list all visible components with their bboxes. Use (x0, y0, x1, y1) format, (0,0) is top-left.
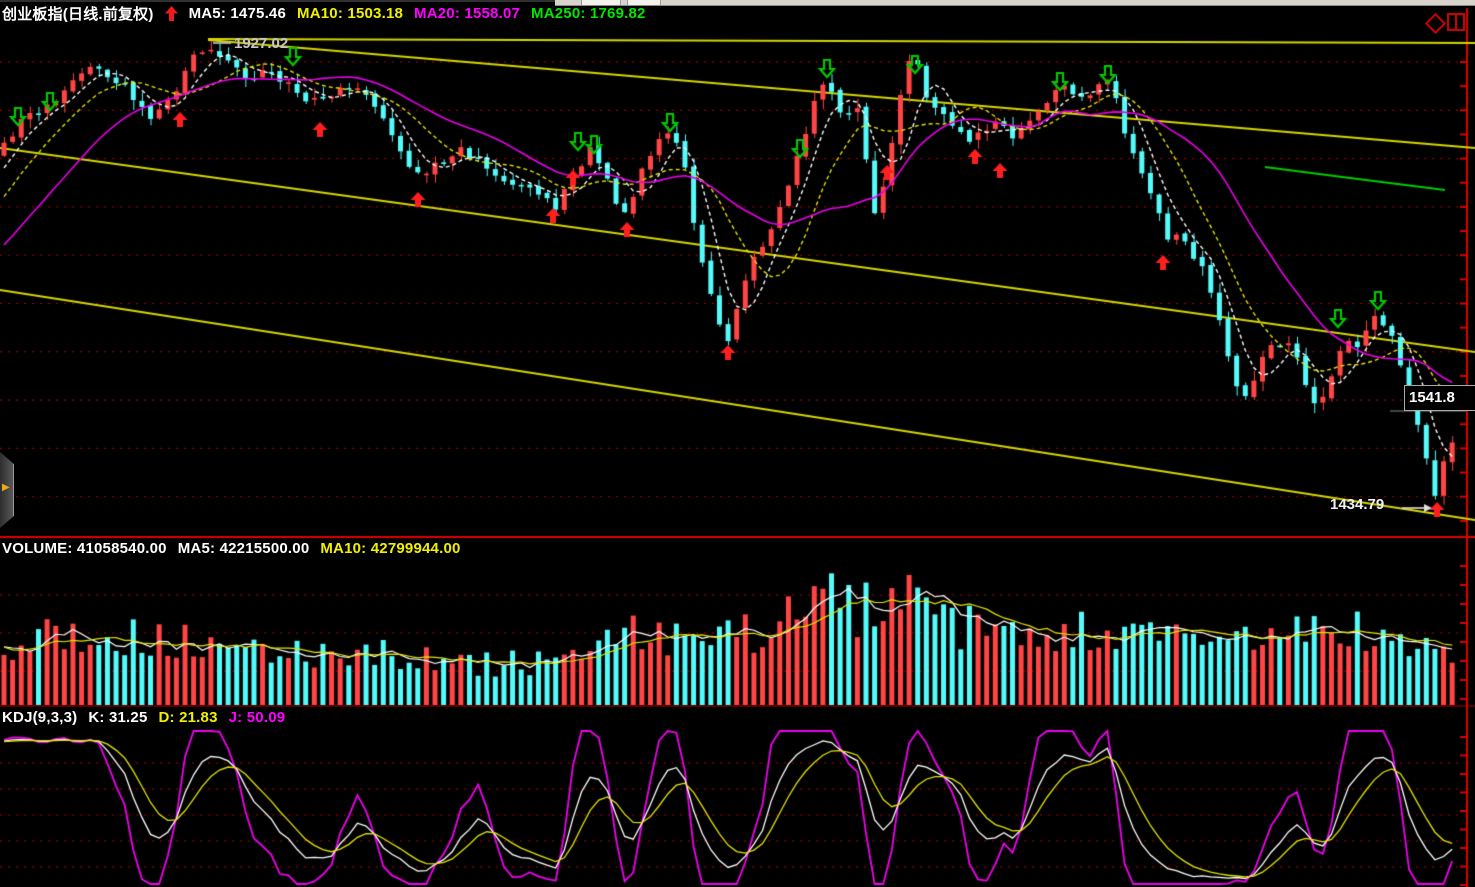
ma20-value: MA20: 1558.07 (414, 5, 521, 22)
kdj-indicator-name: KDJ(9,3,3) (2, 709, 78, 726)
high-price-label: 1927.02 (234, 35, 289, 52)
kdj-k-value: K: 31.25 (88, 709, 148, 726)
volume-ma5-value: MA5: 42215500.00 (177, 540, 310, 557)
toolbar-strip-segment (627, 0, 661, 5)
volume-value: VOLUME: 41058540.00 (2, 540, 167, 557)
main-chart-header: 创业板指(日线.前复权) MA5: 1475.46 MA10: 1503.18 … (2, 3, 646, 24)
volume-pane-header: VOLUME: 41058540.00 MA5: 42215500.00 MA1… (2, 540, 461, 557)
ma10-value: MA10: 1503.18 (297, 5, 404, 22)
ma250-value: MA250: 1769.82 (531, 5, 646, 22)
low-price-label: 1434.79 (1330, 496, 1385, 513)
volume-ma10-value: MA10: 42799944.00 (320, 540, 461, 557)
current-price-box: 1541.8 (1404, 385, 1475, 411)
toolbar-strip-segment (581, 0, 621, 5)
ma5-value: MA5: 1475.46 (188, 5, 287, 22)
instrument-title: 创业板指(日线.前复权) (2, 6, 154, 23)
up-arrow-icon (164, 6, 178, 21)
kdj-j-value: J: 50.09 (228, 709, 286, 726)
kdj-d-value: D: 21.83 (158, 709, 218, 726)
window-toolbar-strip (555, 0, 1475, 6)
kdj-pane-header: KDJ(9,3,3) K: 31.25 D: 21.83 J: 50.09 (2, 709, 285, 726)
split-window-icon[interactable] (1447, 13, 1465, 31)
sidebar-expand-handle[interactable]: ▶ (0, 452, 14, 528)
expand-arrow-icon: ▶ (2, 482, 10, 493)
